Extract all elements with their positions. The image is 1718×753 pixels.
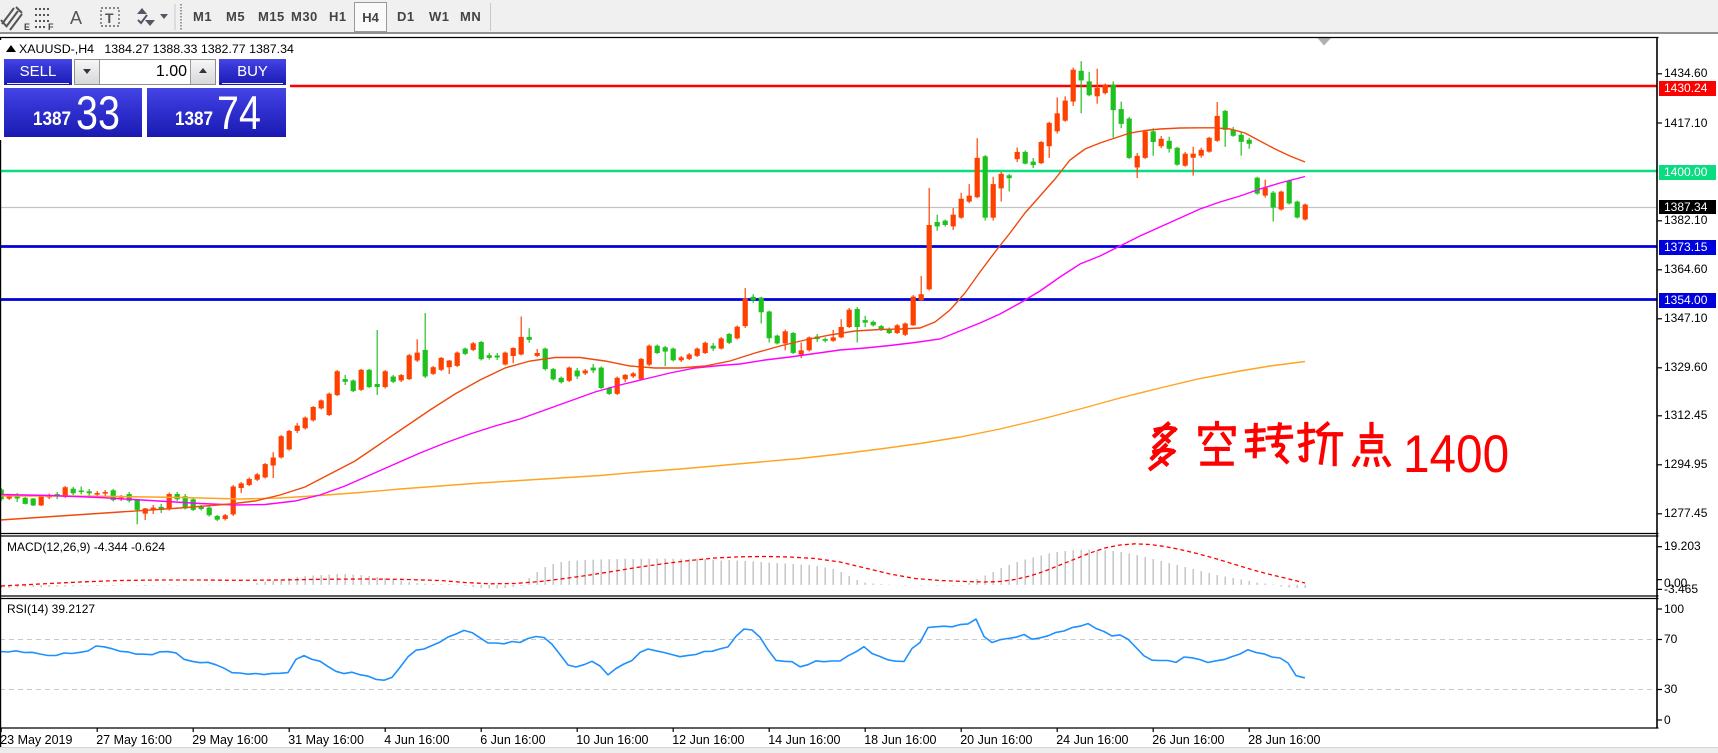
svg-text:E: E <box>24 22 30 32</box>
svg-text:F: F <box>48 22 54 32</box>
svg-text:A: A <box>70 8 82 28</box>
svg-text:T: T <box>105 10 114 26</box>
